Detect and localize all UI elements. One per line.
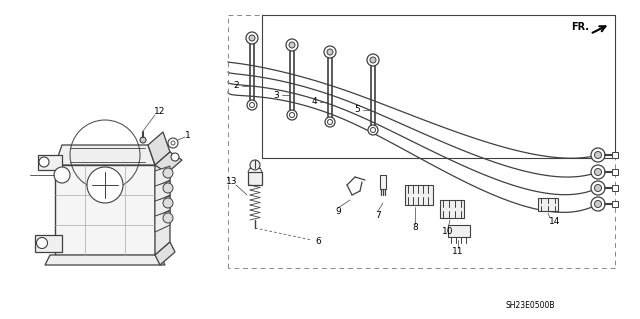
Polygon shape (45, 255, 165, 265)
Bar (538, 198, 558, 211)
Text: 6: 6 (315, 238, 321, 247)
Polygon shape (155, 152, 170, 255)
Circle shape (368, 125, 378, 135)
Circle shape (163, 198, 173, 208)
Circle shape (168, 138, 178, 148)
Circle shape (171, 153, 179, 161)
Circle shape (87, 167, 123, 203)
Circle shape (36, 238, 47, 249)
Circle shape (163, 213, 173, 223)
Circle shape (591, 197, 605, 211)
Polygon shape (155, 152, 182, 173)
Text: SH23E0500B: SH23E0500B (505, 300, 555, 309)
Text: 9: 9 (335, 207, 341, 217)
Circle shape (246, 32, 258, 44)
Text: 5: 5 (354, 106, 360, 115)
Circle shape (163, 168, 173, 178)
Circle shape (247, 100, 257, 110)
Bar (448, 225, 470, 237)
Bar (405, 185, 433, 205)
Circle shape (287, 110, 297, 120)
Text: FR.: FR. (571, 22, 589, 32)
Polygon shape (38, 155, 62, 170)
Text: 3: 3 (273, 91, 279, 100)
Circle shape (39, 157, 49, 167)
Bar (612, 201, 618, 207)
Circle shape (289, 113, 294, 117)
Polygon shape (55, 145, 155, 165)
Circle shape (371, 128, 376, 132)
Polygon shape (55, 165, 155, 255)
Circle shape (249, 35, 255, 41)
Circle shape (171, 141, 175, 145)
Circle shape (595, 201, 602, 207)
Polygon shape (155, 166, 170, 187)
Circle shape (595, 168, 602, 175)
Text: 10: 10 (442, 227, 454, 236)
Bar (612, 152, 618, 158)
Text: 7: 7 (375, 211, 381, 219)
Circle shape (163, 183, 173, 193)
Circle shape (250, 160, 260, 170)
Circle shape (250, 102, 255, 108)
Circle shape (595, 184, 602, 191)
Circle shape (370, 57, 376, 63)
Bar (380, 175, 386, 189)
Circle shape (591, 181, 605, 195)
Bar (440, 200, 464, 218)
Circle shape (591, 148, 605, 162)
Polygon shape (155, 196, 170, 217)
Polygon shape (248, 172, 262, 185)
Circle shape (595, 152, 602, 159)
Circle shape (140, 137, 146, 143)
Text: 12: 12 (154, 108, 166, 116)
Polygon shape (155, 181, 170, 202)
Circle shape (324, 46, 336, 58)
Circle shape (289, 42, 295, 48)
Bar (612, 185, 618, 191)
Circle shape (325, 117, 335, 127)
Circle shape (286, 39, 298, 51)
Text: 4: 4 (311, 98, 317, 107)
Polygon shape (155, 211, 170, 232)
Text: 1: 1 (185, 130, 191, 139)
Text: 13: 13 (227, 177, 237, 187)
Circle shape (328, 120, 333, 124)
Circle shape (54, 167, 70, 183)
Polygon shape (148, 132, 170, 165)
Circle shape (591, 165, 605, 179)
Bar (612, 169, 618, 175)
Polygon shape (155, 242, 175, 265)
Polygon shape (35, 235, 62, 252)
Circle shape (367, 54, 379, 66)
Text: 2: 2 (233, 81, 239, 91)
Circle shape (327, 49, 333, 55)
Text: 14: 14 (549, 218, 561, 226)
Text: 11: 11 (452, 248, 464, 256)
Text: 8: 8 (412, 224, 418, 233)
